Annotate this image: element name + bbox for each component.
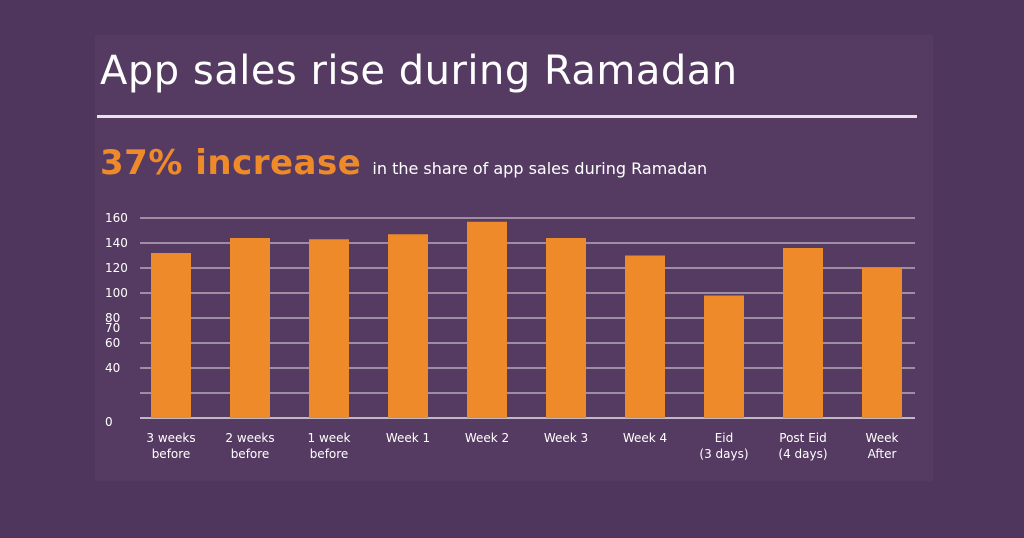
bar xyxy=(625,255,665,418)
bar xyxy=(467,221,507,418)
increase-highlight: 37% increase xyxy=(100,143,362,183)
subtitle-description: in the share of app sales during Ramadan xyxy=(372,159,708,178)
x-category-label: Eid (3 days) xyxy=(699,431,748,461)
bar xyxy=(704,295,744,418)
x-category-label: Week 3 xyxy=(544,431,588,445)
x-category-label: 1 week before xyxy=(308,431,351,461)
y-tick-label: 80 xyxy=(105,311,120,325)
y-tick-label: 160 xyxy=(105,211,128,225)
bar xyxy=(546,238,586,418)
x-category-label: Post Eid (4 days) xyxy=(778,431,827,461)
y-tick-label: 0 xyxy=(105,415,113,429)
x-category-label: 3 weeks before xyxy=(146,431,195,461)
y-tick-label: 120 xyxy=(105,261,128,275)
x-category-label: Week After xyxy=(866,431,899,461)
bar xyxy=(309,239,349,418)
subtitle: 37% increase in the share of app sales d… xyxy=(100,143,707,183)
x-category-label: Week 2 xyxy=(465,431,509,445)
y-tick-label: 100 xyxy=(105,286,128,300)
y-tick-label: 70 xyxy=(105,321,120,335)
bar xyxy=(151,253,191,418)
bar xyxy=(230,238,270,418)
x-category-label: Week 4 xyxy=(623,431,667,445)
bar xyxy=(862,268,902,418)
x-category-label: Week 1 xyxy=(386,431,430,445)
y-tick-label: 140 xyxy=(105,236,128,250)
title-divider xyxy=(97,115,917,118)
bar xyxy=(388,234,428,418)
bar xyxy=(783,248,823,418)
x-category-label: 2 weeks before xyxy=(225,431,274,461)
page-title: App sales rise during Ramadan xyxy=(100,48,738,94)
y-tick-label: 60 xyxy=(105,336,120,350)
y-tick-label: 40 xyxy=(105,361,120,375)
